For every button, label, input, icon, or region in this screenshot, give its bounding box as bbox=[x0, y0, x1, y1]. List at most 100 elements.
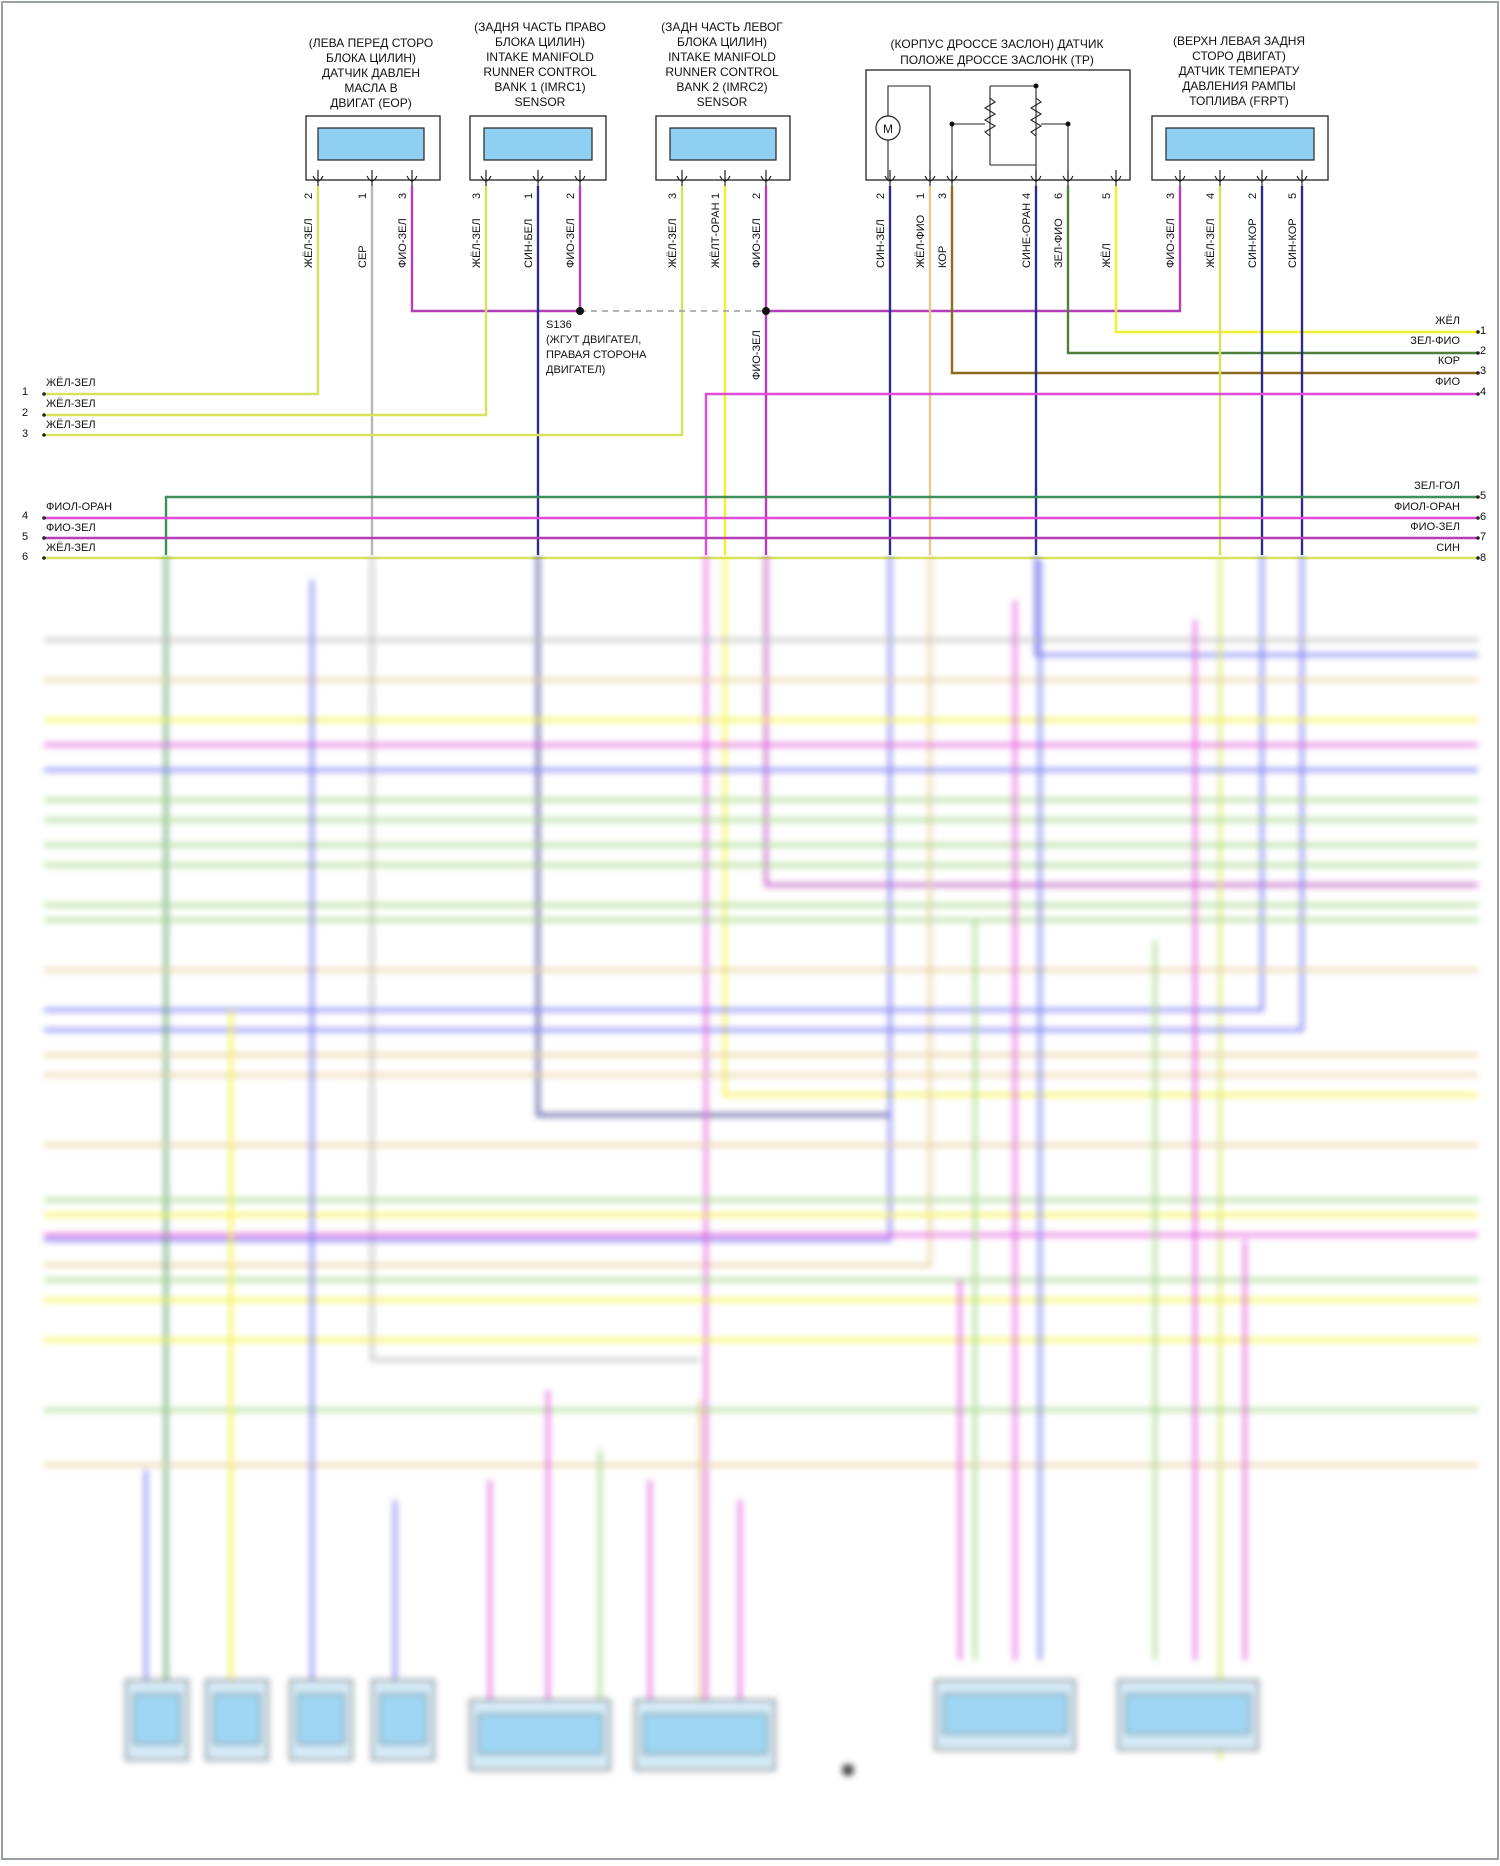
pin-wire-label: СЕР bbox=[357, 245, 369, 268]
left-terminal-label: ЖЁЛ-ЗЕЛ bbox=[46, 542, 96, 554]
pin-wire-label: ЖЁЛ-ЗЕЛ bbox=[471, 218, 483, 268]
splice-label-line: S136 bbox=[546, 319, 572, 331]
terminal-end bbox=[1476, 495, 1480, 499]
svg-text:ДАТЧИК ДАВЛЕН: ДАТЧИК ДАВЛЕН bbox=[322, 66, 420, 80]
eop-connector-face bbox=[317, 127, 425, 161]
svg-text:ТОПЛИВА (FRPT): ТОПЛИВА (FRPT) bbox=[1189, 94, 1289, 108]
frpt-title-line: ТОПЛИВА (FRPT) bbox=[1189, 94, 1289, 108]
frpt-title-line: (ВЕРХН ЛЕВАЯ ЗАДНЯ bbox=[1173, 34, 1305, 48]
splice-point bbox=[762, 307, 770, 315]
imrc1-sensor: (ЗАДНЯ ЧАСТЬ ПРАВО БЛОКА ЦИЛИН) INTAKE M… bbox=[469, 20, 607, 181]
pin-number: 4 bbox=[1205, 193, 1217, 199]
imrc1-title-line: RUNNER CONTROL bbox=[483, 65, 597, 79]
right-terminal-num: 6 bbox=[1480, 511, 1486, 523]
pin-number: 2 bbox=[565, 193, 577, 199]
left-terminal-label: ФИО-ЗЕЛ bbox=[46, 522, 96, 534]
right-terminal-num: 2 bbox=[1480, 345, 1486, 357]
imrc1-title-line: INTAKE MANIFOLD bbox=[486, 50, 594, 64]
pin-number: 5 bbox=[1287, 193, 1299, 199]
eop-sensor: (ЛЕВА ПЕРЕД СТОРО БЛОКА ЦИЛИН) ДАТЧИК ДА… bbox=[305, 36, 441, 181]
left-terminal-num: 1 bbox=[22, 386, 28, 398]
terminal-end bbox=[42, 392, 46, 396]
wire-eop-pin3 bbox=[410, 186, 580, 313]
pin-wire-label: ФИО-ЗЕЛ bbox=[1165, 218, 1177, 268]
splice-label-line: ПРАВАЯ СТОРОНА bbox=[546, 349, 647, 361]
imrc1-title-line: (ЗАДНЯ ЧАСТЬ ПРАВО bbox=[474, 20, 606, 34]
pin-wire-label: ЖЁЛ-ЗЕЛ bbox=[1205, 218, 1217, 268]
tp-sensor: (КОРПУС ДРОССЕ ЗАСЛОН) ДАТЧИК ПОЛОЖЕ ДРО… bbox=[865, 37, 1131, 181]
left-terminal-num: 2 bbox=[22, 407, 28, 419]
wire-tp-pin5 bbox=[1114, 186, 1478, 334]
pin-number: 3 bbox=[1165, 193, 1177, 199]
pin-wire-label: ЗЕЛ-ФИО bbox=[1053, 218, 1065, 268]
pin-wire-label: ФИО-ЗЕЛ bbox=[565, 218, 577, 268]
imrc1-title-line: BANK 1 (IMRC1) bbox=[494, 80, 585, 94]
svg-text:SENSOR: SENSOR bbox=[515, 95, 566, 109]
pin-number: 2 bbox=[875, 193, 887, 199]
pin-number: 3 bbox=[471, 193, 483, 199]
eop-title-line: ДВИГАТ (EOP) bbox=[330, 96, 412, 110]
svg-text:БЛОКА ЦИЛИН): БЛОКА ЦИЛИН) bbox=[326, 51, 416, 65]
terminal-end bbox=[42, 556, 46, 560]
svg-text:МАСЛА В: МАСЛА В bbox=[344, 81, 397, 95]
blurred-wire bbox=[44, 555, 892, 1242]
terminal-end bbox=[42, 433, 46, 437]
blurred-wire bbox=[44, 555, 1264, 1012]
svg-text:RUNNER CONTROL: RUNNER CONTROL bbox=[483, 65, 597, 79]
blurred-connector-face bbox=[379, 1693, 427, 1745]
potentiometer-icon bbox=[1029, 97, 1043, 137]
wires bbox=[42, 186, 1480, 560]
frpt-sensor: (ВЕРХН ЛЕВАЯ ЗАДНЯ СТОРО ДВИГАТ) ДАТЧИК … bbox=[1151, 34, 1329, 181]
right-terminal-num: 5 bbox=[1480, 490, 1486, 502]
splice-s136: S136 (ЖГУТ ДВИГАТЕЛ, ПРАВАЯ СТОРОНА ДВИГ… bbox=[546, 307, 770, 380]
pin-number: 3 bbox=[667, 193, 679, 199]
frpt-title-line: СТОРО ДВИГАТ) bbox=[1192, 49, 1286, 63]
blurred-connector-face bbox=[1125, 1693, 1251, 1735]
right-terminal-label: ФИОЛ-ОРАН bbox=[1394, 501, 1460, 513]
imrc2-title-line: INTAKE MANIFOLD bbox=[668, 50, 776, 64]
right-terminal-label: ФИО bbox=[1435, 376, 1460, 388]
eop-title-line: БЛОКА ЦИЛИН) bbox=[326, 51, 416, 65]
terminal-end bbox=[42, 536, 46, 540]
svg-text:INTAKE MANIFOLD: INTAKE MANIFOLD bbox=[486, 50, 594, 64]
tp-housing bbox=[865, 69, 1131, 181]
right-terminal-num: 3 bbox=[1480, 365, 1486, 377]
pin-number: 5 bbox=[1101, 193, 1113, 199]
blurred-wire bbox=[1034, 555, 1478, 657]
pin-number: 1 bbox=[357, 193, 369, 199]
svg-text:СТОРО ДВИГАТ): СТОРО ДВИГАТ) bbox=[1192, 49, 1286, 63]
imrc2-title-line: БЛОКА ЦИЛИН) bbox=[677, 35, 767, 49]
pin-number: 1 bbox=[915, 193, 927, 199]
wire-imrc1-pin3 bbox=[44, 186, 488, 417]
pin-labels: 2 ЖЁЛ-ЗЕЛ 1 СЕР 3 ФИО-ЗЕЛ 3 ЖЁЛ-ЗЕЛ 1 СИН-БЕЛ 2 ФИО… bbox=[303, 170, 1308, 268]
svg-text:ДАВЛЕНИЯ РАМПЫ: ДАВЛЕНИЯ РАМПЫ bbox=[1182, 79, 1296, 93]
right-terminal-num: 7 bbox=[1480, 531, 1486, 543]
svg-text:ПОЛОЖЕ ДРОССЕ ЗАСЛОНК (TP): ПОЛОЖЕ ДРОССЕ ЗАСЛОНК (TP) bbox=[900, 53, 1094, 67]
blurred-connector-face bbox=[477, 1713, 603, 1755]
blurred-ground bbox=[842, 1764, 854, 1776]
terminal-end bbox=[1476, 516, 1480, 520]
svg-text:ДВИГАТ (EOP): ДВИГАТ (EOP) bbox=[330, 96, 412, 110]
eop-title-line: (ЛЕВА ПЕРЕД СТОРО bbox=[309, 36, 433, 50]
left-terminal-label: ЖЁЛ-ЗЕЛ bbox=[46, 419, 96, 431]
right-terminal-num: 4 bbox=[1480, 386, 1486, 398]
terminal-end bbox=[1476, 371, 1480, 375]
pin-number: 1 bbox=[523, 193, 535, 199]
pin-number: 3 bbox=[397, 193, 409, 199]
wire-right-5 bbox=[164, 495, 1478, 555]
pin-wire-label: КОР bbox=[937, 246, 949, 268]
right-terminal-label: ФИО-ЗЕЛ bbox=[1410, 521, 1460, 533]
eop-title-line: ДАТЧИК ДАВЛЕН bbox=[322, 66, 420, 80]
blurred-wire bbox=[536, 555, 890, 1117]
right-terminal-num: 8 bbox=[1480, 552, 1486, 564]
splice-label-line: (ЖГУТ ДВИГАТЕЛ, bbox=[546, 334, 641, 346]
tp-title-line: (КОРПУС ДРОССЕ ЗАСЛОН) ДАТЧИК bbox=[891, 37, 1104, 51]
wire-eop-pin2 bbox=[44, 186, 320, 396]
blurred-connector-face bbox=[297, 1693, 345, 1745]
blurred-connector-face bbox=[213, 1693, 261, 1745]
left-terminal-num: 3 bbox=[22, 428, 28, 440]
motor-label: M bbox=[883, 122, 893, 136]
blurred-wire bbox=[764, 555, 1478, 887]
